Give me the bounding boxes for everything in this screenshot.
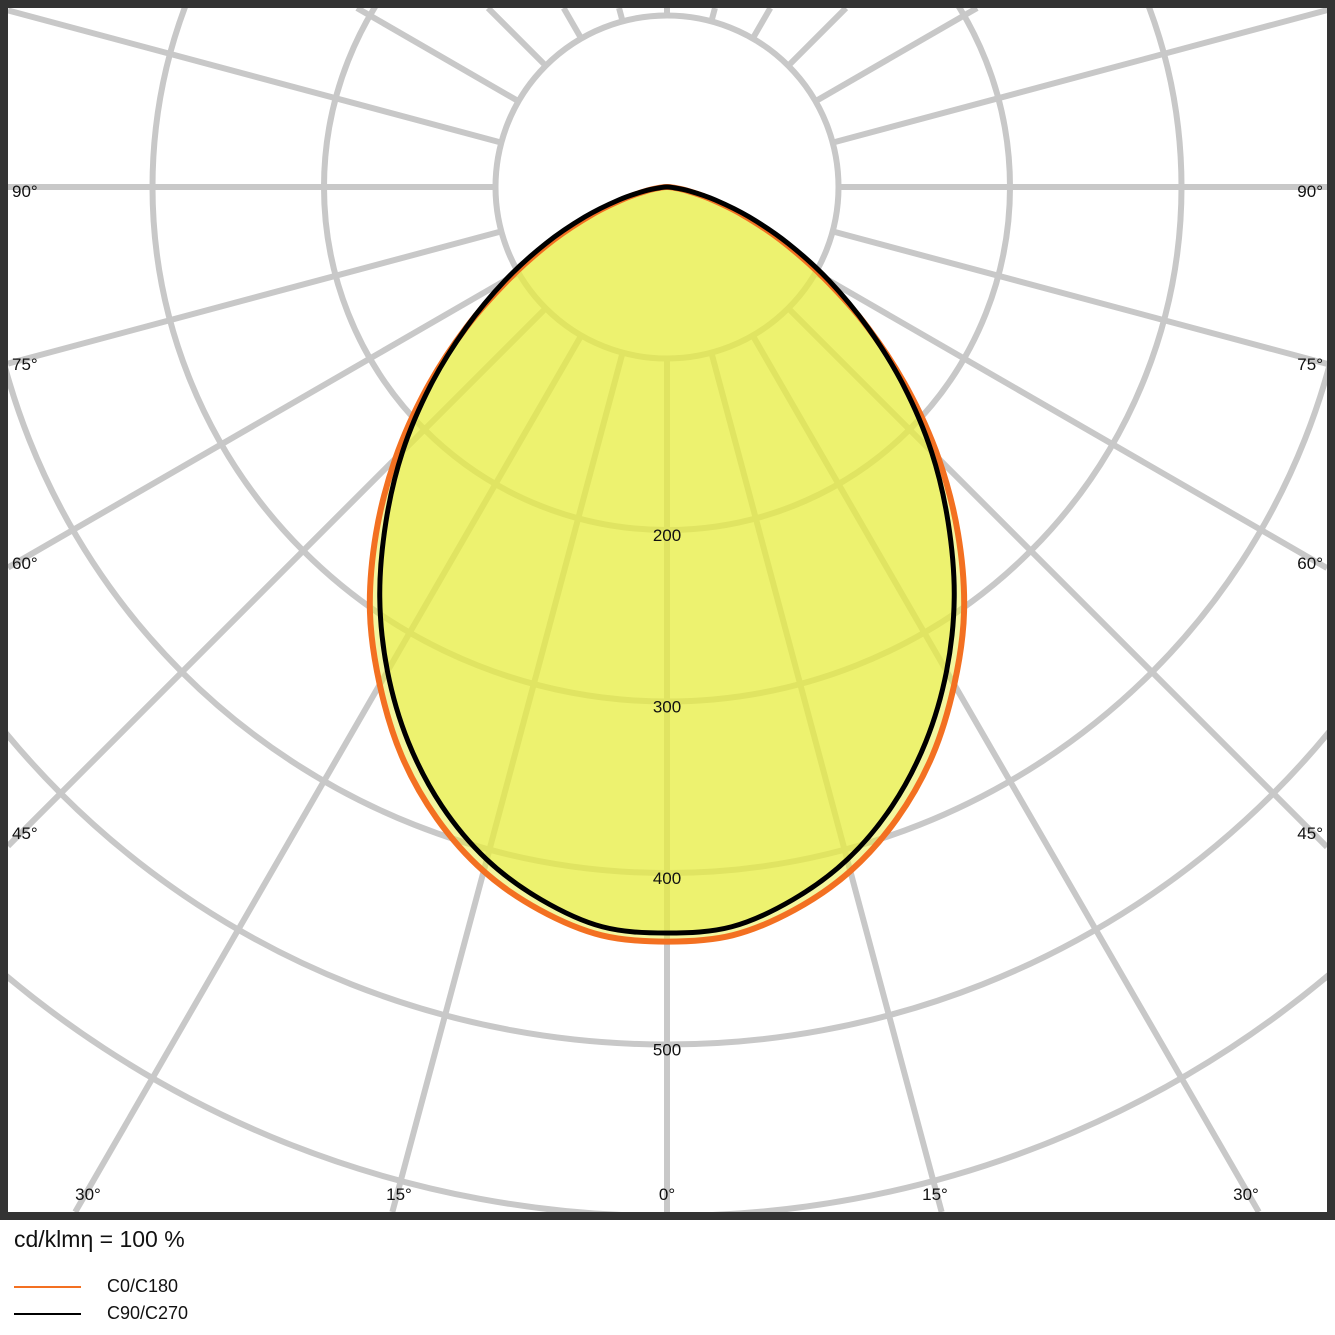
radial-line: [561, 8, 584, 40]
angle-label-right: 45°: [1297, 824, 1323, 843]
angle-label-left: 90°: [12, 182, 38, 201]
angle-label-right: 75°: [1297, 355, 1323, 374]
radial-line: [616, 8, 626, 23]
legend-item-c90: C90/C270: [14, 1303, 188, 1324]
radial-line: [8, 8, 503, 146]
legend-label: C0/C180: [107, 1276, 179, 1296]
unit-label: cd/klmη = 100 %: [14, 1226, 185, 1252]
radial-tick-label: 400: [653, 869, 681, 888]
angle-label-bottom: 30°: [75, 1185, 101, 1204]
angle-label-left: 45°: [12, 824, 38, 843]
angle-label-bottom: 0°: [659, 1185, 675, 1204]
radial-line: [750, 8, 773, 40]
fill-c90-c270: [379, 187, 955, 934]
angle-label-bottom: 15°: [922, 1185, 948, 1204]
radial-line: [355, 8, 520, 104]
legend-item-c0: C0/C180: [14, 1276, 178, 1297]
series-c90-c270: [377, 184, 957, 936]
legend-label: C90/C270: [107, 1303, 189, 1323]
angle-label-right: 60°: [1297, 554, 1323, 573]
legend-swatch-c0: [14, 1285, 81, 1288]
radial-line: [831, 8, 1327, 146]
radial-line: [786, 8, 849, 68]
angle-label-left: 60°: [12, 554, 38, 573]
curves: [366, 184, 968, 945]
angle-label-left: 75°: [12, 355, 38, 374]
radial-line: [814, 8, 979, 104]
chart-frame: [0, 0, 1335, 1220]
angle-label-bottom: 15°: [386, 1185, 412, 1204]
radial-tick-label: 300: [653, 698, 681, 717]
legend-swatch-c90: [14, 1312, 81, 1315]
angle-label-bottom: 30°: [1233, 1185, 1259, 1204]
radial-line: [485, 8, 548, 68]
angle-label-right: 90°: [1297, 182, 1323, 201]
radial-tick-label: 500: [653, 1041, 681, 1060]
radial-line: [831, 228, 1327, 367]
radial-line: [8, 228, 503, 367]
radial-tick-label: 200: [653, 526, 681, 545]
radial-line: [8, 270, 520, 571]
radial-line: [708, 8, 718, 23]
radial-line: [814, 270, 1327, 571]
axis-labels: 200 300 400 500 90° 90° 75° 75° 60° 60° 45° 45° 30° 1…: [12, 182, 1323, 1204]
polar-chart: 200 300 400 500 90° 90° 75° 75° 60° 60° 45° 45° 30° 1…: [0, 0, 1335, 1220]
